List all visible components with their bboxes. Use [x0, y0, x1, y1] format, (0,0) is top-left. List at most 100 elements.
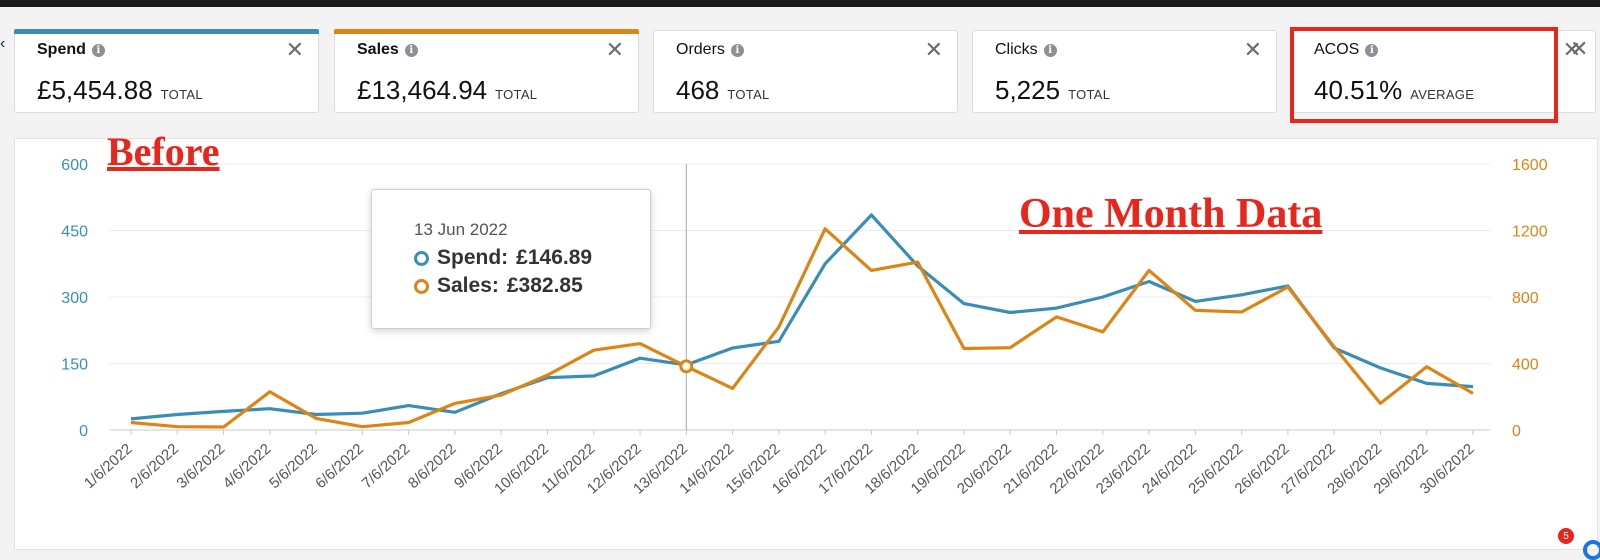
card-value: 468 — [676, 75, 720, 105]
x-tick-label: 3/6/2022 — [173, 440, 228, 492]
data-point-spend — [407, 404, 410, 407]
data-point-spend — [453, 411, 456, 414]
data-point-sales — [1240, 310, 1243, 313]
before-annotation: Before — [107, 129, 220, 174]
data-point-sales — [130, 421, 133, 424]
x-tick-label: 8/6/2022 — [405, 440, 460, 492]
data-point-spend — [731, 346, 734, 349]
card-value-row: £5,454.88 TOTAL — [37, 75, 203, 106]
notification-badge[interactable]: 5 — [1558, 528, 1574, 544]
x-tick-label: 2/6/2022 — [127, 440, 182, 492]
data-point-spend — [315, 413, 318, 416]
card-unit: AVERAGE — [1410, 87, 1475, 102]
metric-card-acos[interactable]: ACOS i ✕ 40.51% AVERAGE — [1291, 30, 1596, 113]
data-point-sales — [1055, 315, 1058, 318]
data-point-sales — [1148, 269, 1151, 272]
card-unit: TOTAL — [160, 87, 203, 102]
card-value: 5,225 — [995, 75, 1061, 105]
card-value-row: 5,225 TOTAL — [995, 75, 1110, 106]
top-bar — [0, 0, 1600, 7]
metric-card-spend[interactable]: Spend i ✕ £5,454.88 TOTAL — [14, 29, 319, 113]
data-point-sales — [453, 402, 456, 405]
tooltip-spend-label: Spend: — [437, 246, 509, 269]
data-point-spend — [1194, 300, 1197, 303]
data-point-spend — [870, 213, 873, 216]
close-icon[interactable]: ✕ — [1570, 36, 1589, 61]
chart-tooltip: 13 Jun 2022 Spend: £146.89 Sales: £382.8… — [371, 189, 651, 329]
y-right-tick-label: 800 — [1512, 290, 1539, 307]
close-icon[interactable]: ✕ — [605, 37, 624, 62]
data-point-sales — [639, 342, 642, 345]
close-icon[interactable]: ✕ — [1562, 37, 1581, 62]
sales-dot-icon — [414, 278, 429, 294]
x-tick-label: 7/6/2022 — [359, 440, 414, 492]
x-tick-label: 5/6/2022 — [266, 440, 321, 492]
card-accent-bar — [334, 29, 639, 34]
data-point-sales — [916, 261, 919, 264]
data-point-spend — [1425, 382, 1428, 385]
card-value: £13,464.94 — [357, 75, 488, 105]
series-line-sales — [130, 227, 1474, 429]
data-point-spend — [962, 302, 965, 305]
tooltip-spend-row: Spend: £146.89 — [414, 246, 592, 270]
card-accent-bar — [14, 29, 319, 34]
info-icon[interactable]: i — [404, 43, 418, 57]
data-point-sales — [1379, 402, 1382, 405]
chevron-left-icon[interactable]: ‹ — [0, 35, 6, 52]
data-point-sales — [222, 426, 225, 429]
y-left-tick-label: 150 — [61, 357, 88, 374]
data-point-spend — [1240, 293, 1243, 296]
data-point-spend — [268, 407, 271, 410]
close-icon[interactable]: ✕ — [285, 37, 304, 62]
data-point-spend — [1379, 366, 1382, 369]
card-value: 40.51% — [1314, 75, 1403, 105]
data-point-sales — [176, 425, 179, 428]
data-point-sales — [315, 417, 318, 420]
data-point-sales — [407, 421, 410, 424]
info-icon[interactable]: i — [1043, 43, 1057, 57]
data-point-sales — [1194, 309, 1197, 312]
hover-marker — [679, 359, 694, 374]
card-value: £5,454.88 — [37, 75, 153, 105]
data-point-sales — [1009, 346, 1012, 349]
card-title-text: Clicks — [995, 41, 1038, 58]
x-tick-label: 1/6/2022 — [81, 440, 136, 492]
close-icon[interactable]: ✕ — [924, 37, 943, 62]
card-title-text: Orders — [676, 41, 725, 58]
card-title-text: Sales — [357, 41, 399, 58]
data-point-sales — [361, 425, 364, 428]
spend-dot-icon — [414, 250, 429, 266]
card-title-text: ACOS — [1314, 41, 1360, 58]
y-right-tick-label: 0 — [1512, 423, 1521, 440]
card-title: Orders i — [676, 41, 744, 59]
data-point-sales — [1425, 365, 1428, 368]
card-unit: TOTAL — [727, 87, 770, 102]
close-icon[interactable]: ✕ — [1243, 37, 1262, 62]
one-month-annotation: One Month Data — [1019, 191, 1323, 237]
data-point-sales — [824, 227, 827, 230]
y-left-tick-label: 0 — [79, 423, 88, 440]
info-icon[interactable]: i — [1365, 43, 1379, 57]
data-point-spend — [130, 417, 133, 420]
info-icon[interactable]: i — [730, 43, 744, 57]
data-point-spend — [592, 374, 595, 377]
card-value-row: 40.51% AVERAGE — [1314, 75, 1474, 106]
data-point-sales — [1286, 286, 1289, 289]
assistant-logo-icon[interactable] — [1583, 540, 1600, 560]
metric-card-orders[interactable]: Orders i ✕ 468 TOTAL — [653, 30, 958, 113]
x-tick-label: 6/6/2022 — [312, 440, 367, 492]
card-title-text: Spend — [37, 41, 86, 58]
data-point-sales — [592, 349, 595, 352]
card-title: Spend i — [37, 41, 105, 59]
data-point-spend — [777, 340, 780, 343]
series-line-spend — [130, 213, 1474, 421]
data-point-sales — [500, 394, 503, 397]
data-point-spend — [1055, 307, 1058, 310]
data-point-spend — [1472, 385, 1475, 388]
tooltip-sales-value: £382.85 — [506, 274, 583, 297]
metric-card-sales[interactable]: Sales i ✕ £13,464.94 TOTAL — [334, 29, 639, 113]
metric-card-clicks[interactable]: Clicks i ✕ 5,225 TOTAL — [972, 30, 1277, 113]
info-icon[interactable]: i — [91, 43, 105, 57]
card-value-row: £13,464.94 TOTAL — [357, 75, 537, 106]
